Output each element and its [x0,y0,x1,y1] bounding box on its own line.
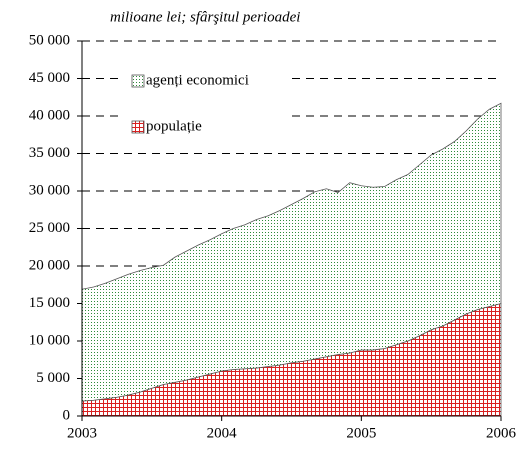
legend-background [120,62,290,144]
y-tick-label: 0 [63,407,71,423]
legend-swatch [131,120,145,134]
y-tick-label: 5 000 [36,370,70,386]
legend-label: agenți economici [146,72,249,88]
y-tick-label: 35 000 [29,145,70,161]
x-tick-label: 2004 [207,425,238,441]
y-tick-label: 20 000 [29,257,70,273]
y-tick-label: 15 000 [29,295,70,311]
x-tick-label: 2003 [67,425,97,441]
y-tick-label: 25 000 [29,220,70,236]
y-tick-label: 30 000 [29,182,70,198]
y-tick-label: 10 000 [29,332,70,348]
area [81,102,502,402]
legend-swatch [131,74,145,88]
chart-subtitle: milioane lei; sfârşitul perioadei [110,9,300,25]
y-tick-label: 40 000 [29,107,70,123]
x-tick-label: 2006 [486,425,517,441]
y-tick-label: 50 000 [29,32,70,48]
y-tick-label: 45 000 [29,70,70,86]
legend-label: populație [146,118,202,134]
x-tick-label: 2005 [346,425,376,441]
